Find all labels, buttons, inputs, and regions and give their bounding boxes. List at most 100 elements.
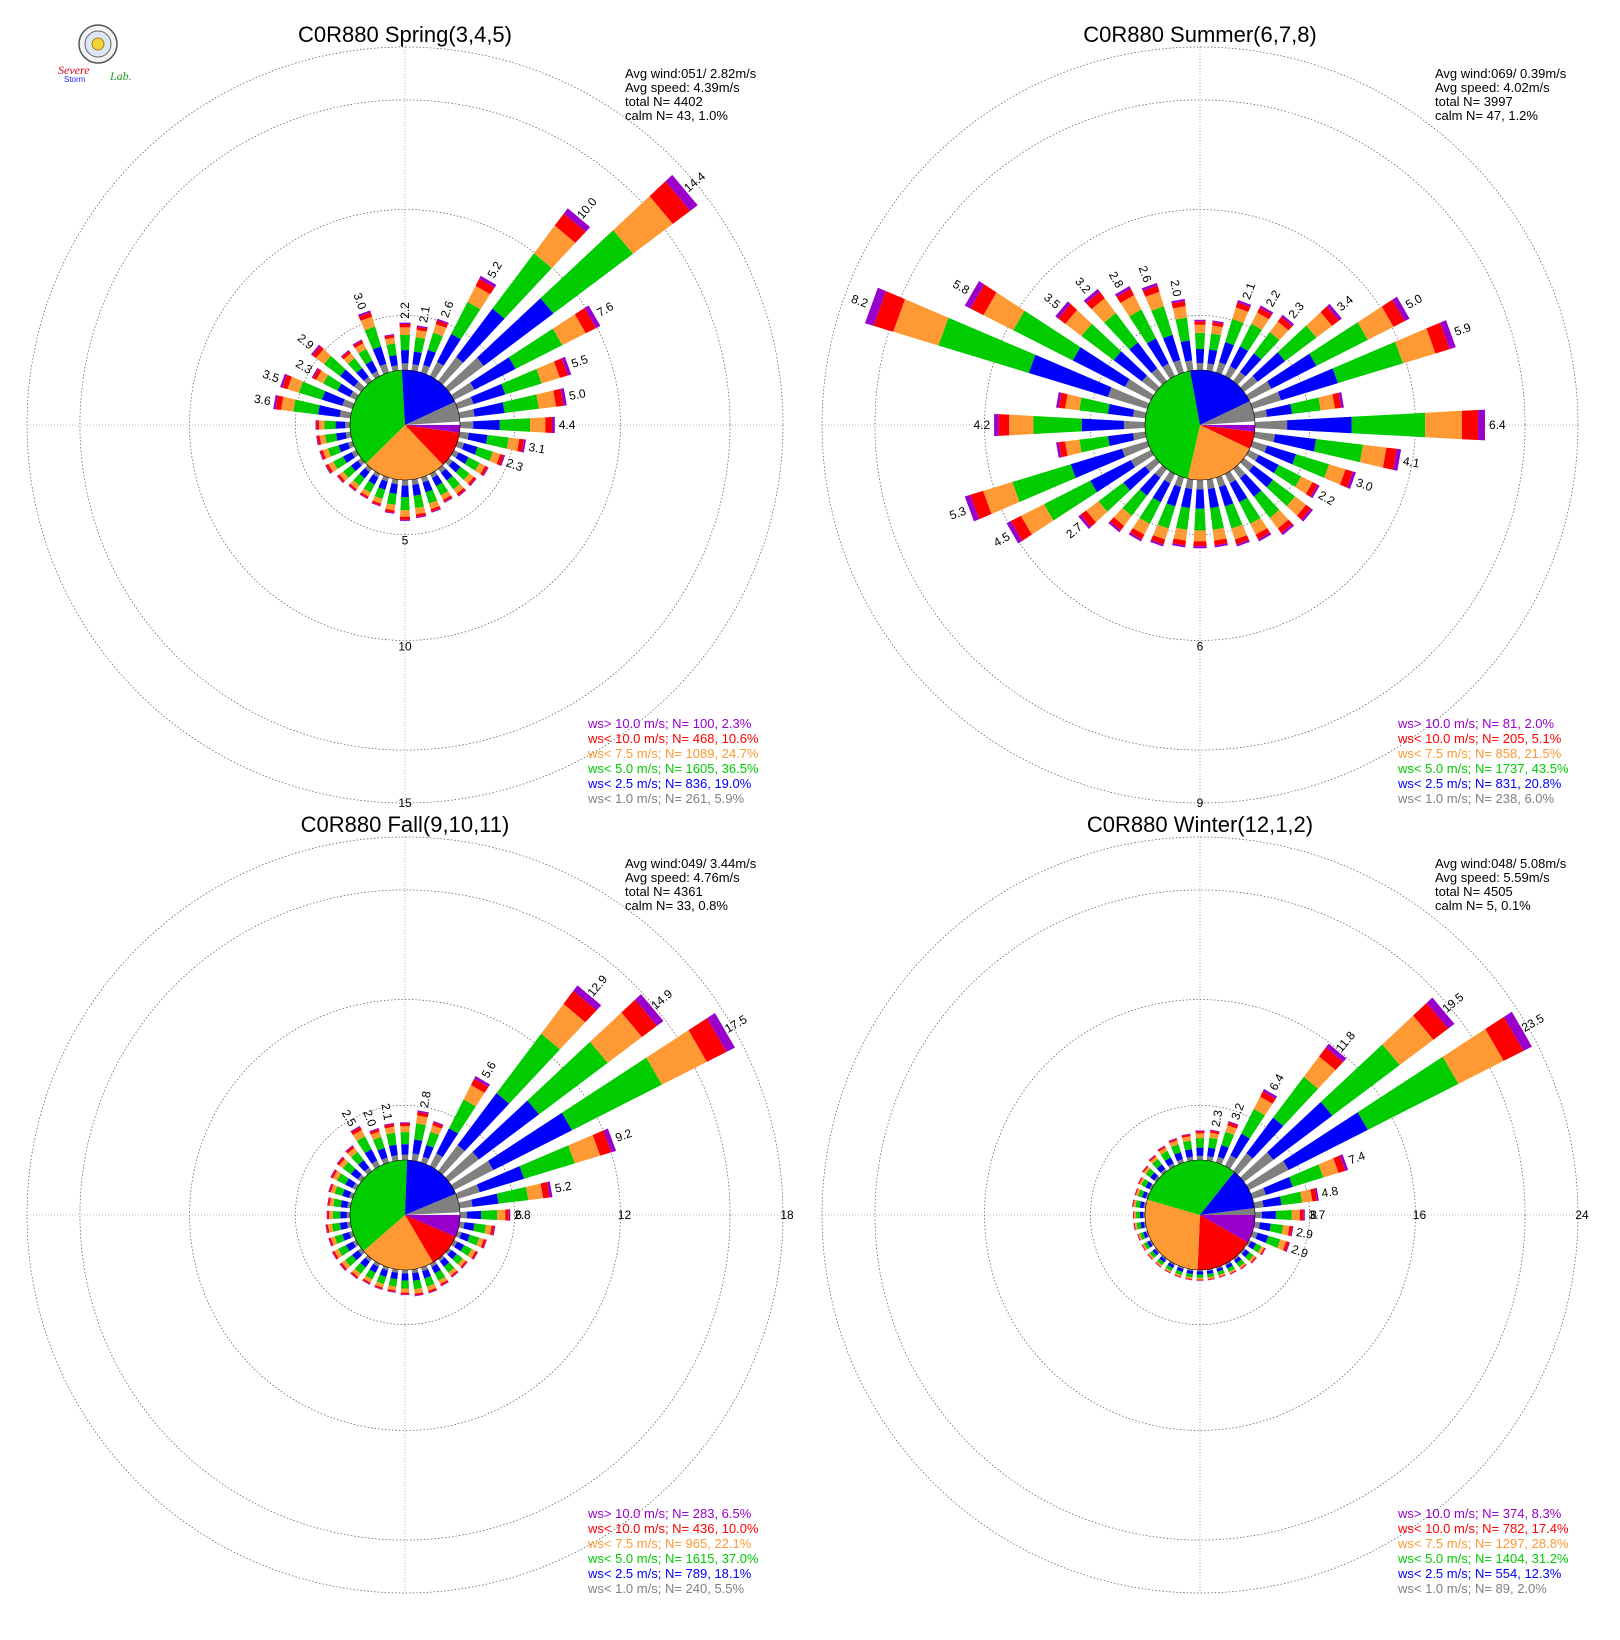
- petal-segment: [1181, 1133, 1191, 1136]
- petal-segment: [357, 1174, 365, 1182]
- petal-segment: [1382, 1015, 1434, 1066]
- petal-segment: [436, 482, 449, 496]
- petal-segment: [1209, 1132, 1219, 1140]
- petal-segment: [467, 1248, 476, 1259]
- petal-segment: [1142, 285, 1160, 297]
- petal-segment: [336, 1156, 344, 1165]
- petal-segment: [456, 487, 466, 496]
- legend-entry: ws< 10.0 m/s; N= 205, 5.1%: [1397, 731, 1562, 746]
- stats-line: Avg wind:048/ 5.08m/s: [1435, 856, 1567, 871]
- legend-entry: ws< 5.0 m/s; N= 1615, 37.0%: [587, 1551, 759, 1566]
- petal-segment: [1235, 302, 1251, 312]
- pie-slice: [405, 1193, 460, 1215]
- petal-segment: [316, 420, 320, 430]
- petal-segment: [665, 174, 698, 211]
- petal-segment: [399, 324, 411, 328]
- petal-segment: [429, 361, 444, 379]
- petal-segment: [334, 1248, 343, 1259]
- petal-segment: [352, 1239, 359, 1248]
- petal-segment: [287, 376, 303, 393]
- petal-segment: [1263, 1176, 1293, 1195]
- petal-segment: [1137, 1233, 1141, 1241]
- petal-segment: [1196, 363, 1204, 371]
- petal-segment: [1440, 320, 1456, 350]
- petal-segment: [1255, 528, 1271, 540]
- petal-segment: [1255, 454, 1279, 474]
- petal-segment: [1206, 478, 1215, 490]
- petal-segment: [463, 1222, 475, 1231]
- petal-segment: [348, 483, 357, 491]
- petal-segment: [1253, 332, 1280, 360]
- legend-entry: ws< 2.5 m/s; N= 831, 20.8%: [1397, 776, 1562, 791]
- petal-segment: [369, 1127, 379, 1133]
- petal-segment: [326, 1224, 330, 1234]
- petal-segment: [1195, 348, 1205, 364]
- petal-segment: [1275, 1210, 1292, 1220]
- petal-segment: [998, 414, 1010, 436]
- petal-segment: [1079, 436, 1110, 453]
- petal-segment: [451, 382, 475, 401]
- petal-segment: [1318, 394, 1336, 411]
- petal-segment: [1141, 1191, 1148, 1199]
- petal-segment: [463, 473, 474, 484]
- petal-segment: [1207, 1272, 1215, 1278]
- petal-segment: [416, 326, 428, 332]
- petal-segment: [458, 1199, 473, 1209]
- petal-segment: [1240, 1152, 1274, 1182]
- petal-segment: [1072, 347, 1130, 387]
- petal-segment: [1206, 1270, 1214, 1275]
- petal-peak-label: 5.9: [1452, 320, 1473, 339]
- petal-segment: [347, 358, 363, 373]
- petal-segment: [389, 483, 398, 495]
- petal-segment: [327, 1197, 330, 1206]
- petal-segment: [400, 1292, 410, 1295]
- petal-segment: [400, 334, 410, 351]
- petal-segment: [1277, 1239, 1287, 1251]
- wind-rose-panel-2: 3692.12.22.33.45.05.96.44.13.02.22.74.55…: [821, 22, 1579, 810]
- petal-segment: [1113, 351, 1147, 382]
- petal-segment: [1140, 1221, 1145, 1229]
- petal-segment: [1139, 497, 1161, 524]
- petal-segment: [352, 1182, 359, 1191]
- petal-segment: [1133, 1223, 1135, 1231]
- petal-segment: [323, 374, 342, 391]
- petal-segment: [1265, 403, 1293, 417]
- petal-segment: [455, 440, 465, 450]
- petal-segment: [1064, 394, 1082, 411]
- petal-segment: [1166, 484, 1182, 507]
- petal-segment: [342, 1232, 352, 1241]
- pie-slice: [405, 425, 460, 465]
- petal-segment: [386, 343, 397, 357]
- petal-segment: [340, 1262, 348, 1271]
- petal-segment: [1237, 300, 1252, 307]
- petal-segment: [1215, 362, 1226, 375]
- petal-segment: [554, 213, 586, 243]
- petal-segment: [423, 349, 436, 368]
- petal-segment: [326, 463, 333, 474]
- petal-segment: [1218, 1272, 1226, 1277]
- petal-segment: [1208, 1137, 1218, 1149]
- petal-segment: [1227, 1122, 1239, 1129]
- petal-segment: [473, 1251, 479, 1260]
- pie-slice: [350, 1160, 408, 1252]
- petal-segment: [1196, 1271, 1204, 1275]
- petal-segment: [1195, 332, 1205, 349]
- logo-severe-text: Severe: [58, 63, 90, 77]
- petal-segment: [338, 1245, 350, 1256]
- petal-segment: [436, 333, 461, 366]
- petal-segment: [440, 491, 451, 501]
- petal-segment: [1134, 1211, 1137, 1219]
- petal-segment: [424, 1276, 435, 1287]
- petal-segment: [1185, 1278, 1193, 1281]
- petal-segment: [371, 500, 382, 506]
- pie-slice: [1190, 370, 1250, 425]
- petal-segment: [1309, 322, 1368, 366]
- petal-peak-label: 4.4: [559, 418, 576, 432]
- petal-peak-label: 2.0: [360, 1108, 379, 1129]
- legend-entry: ws< 7.5 m/s; N= 1089, 24.7%: [587, 746, 759, 761]
- petal-segment: [319, 450, 324, 461]
- petal-segment: [1195, 1133, 1205, 1139]
- petal-segment: [363, 376, 372, 385]
- petal-segment: [372, 496, 383, 504]
- petal-segment: [400, 1126, 410, 1133]
